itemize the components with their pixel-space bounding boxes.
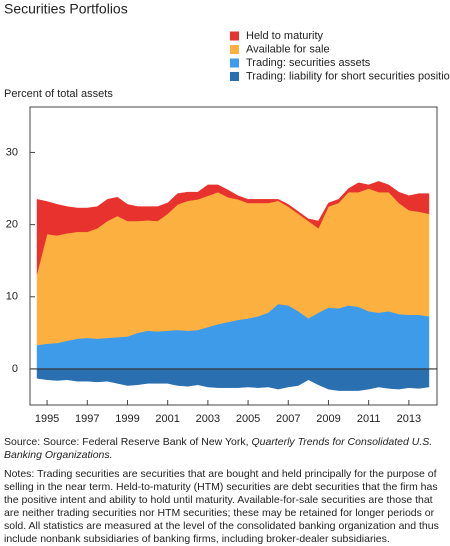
x-tick-label: 2013 <box>397 413 421 425</box>
legend-swatch <box>230 45 239 54</box>
x-tick-label: 2011 <box>357 413 381 425</box>
x-tick-label: 2001 <box>155 413 179 425</box>
chart-title: Securities Portfolios <box>4 1 128 17</box>
x-tick-label: 2009 <box>316 413 340 425</box>
y-tick-label: 0 <box>12 363 18 375</box>
x-tick-label: 2005 <box>236 413 260 425</box>
source-text: Source: Source: Federal Reserve Bank of … <box>4 436 249 448</box>
x-tick-label: 1995 <box>35 413 59 425</box>
source-publication: Quarterly Trends for Consolidated U.S. B… <box>4 436 433 461</box>
y-tick-label: 10 <box>6 291 18 303</box>
legend-label: Trading: securities assets <box>246 57 371 69</box>
legend-swatch <box>230 58 239 68</box>
y-axis-label: Percent of total assets <box>4 88 113 100</box>
y-tick-label: 30 <box>6 146 18 158</box>
source: Source: Source: Federal Reserve Bank of … <box>4 436 444 462</box>
chart: Securities Portfolios Percent of total a… <box>4 1 450 425</box>
x-tick-label: 2003 <box>196 413 220 425</box>
y-tick-label: 20 <box>6 219 18 231</box>
x-tick-label: 1999 <box>115 413 139 425</box>
x-tick-label: 2007 <box>276 413 300 425</box>
legend-label: Trading: liability for short securities … <box>246 70 450 82</box>
plot-frame <box>29 106 438 406</box>
notes: Notes: Trading securities are securities… <box>4 468 439 545</box>
x-tick-label: 1997 <box>75 413 99 425</box>
area <box>36 368 430 391</box>
legend-swatch <box>230 72 239 81</box>
area <box>36 181 430 274</box>
legend-label: Held to maturity <box>246 30 324 42</box>
legend-swatch <box>230 31 239 41</box>
legend-label: Available for sale <box>246 43 330 55</box>
